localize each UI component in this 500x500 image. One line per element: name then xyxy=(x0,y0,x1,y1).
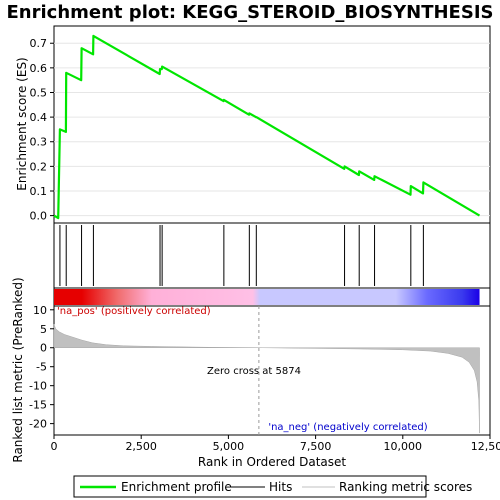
legend-enrichment-label: Enrichment profile xyxy=(121,480,232,494)
metric-y-tick-label-4: -10 xyxy=(29,380,47,393)
ranking-metric-fill xyxy=(53,324,480,434)
legend-hits-label: Hits xyxy=(269,480,292,494)
es-y-tick-label-5: 0.5 xyxy=(30,86,48,99)
es-y-tick-label-2: 0.2 xyxy=(30,160,48,173)
hits-panel xyxy=(53,222,491,289)
pos-annotation: 'na_pos' (positively correlated) xyxy=(57,306,211,317)
hit-lines xyxy=(59,225,424,286)
metric-y-axis-label: Ranked list metric (PreRanked) xyxy=(11,277,25,462)
metric-y-tick-label-0: 10 xyxy=(33,304,47,317)
gradient-color-bar xyxy=(54,289,480,305)
ranking-metric-area xyxy=(53,324,480,434)
metric-y-axis: 10 5 0 -5 -10 -15 -20 xyxy=(29,304,54,431)
x-tick-label-1: 2,500 xyxy=(125,440,157,453)
x-tick-label-3: 7,500 xyxy=(300,440,332,453)
legend-metric-label: Ranking metric scores xyxy=(339,480,472,494)
x-tick-label-0: 0 xyxy=(51,440,58,453)
zero-cross-annotation: Zero cross at 5874 xyxy=(207,366,301,377)
metric-panel xyxy=(53,305,491,436)
x-axis: 0 2,500 5,000 7,500 10,000 12,500 xyxy=(51,435,500,453)
es-y-tick-label-0: 0.0 xyxy=(30,210,48,223)
es-y-axis: 0.0 0.1 0.2 0.3 0.4 0.5 0.6 0.7 xyxy=(30,37,54,223)
metric-y-tick-label-6: -20 xyxy=(29,418,47,431)
es-y-tick-label-4: 0.4 xyxy=(30,111,48,124)
gradient-fill xyxy=(54,289,480,305)
x-axis-label: Rank in Ordered Dataset xyxy=(198,455,346,469)
enrichment-profile-line xyxy=(53,34,481,220)
x-tick-label-4: 10,000 xyxy=(384,440,423,453)
legend: Enrichment profile Hits Ranking metric s… xyxy=(73,475,472,498)
chart-title: Enrichment plot: KEGG_STEROID_BIOSYNTHES… xyxy=(7,2,494,23)
x-tick-label-5: 12,500 xyxy=(471,440,500,453)
es-y-tick-label-7: 0.7 xyxy=(30,37,48,50)
es-y-axis-label: Enrichment score (ES) xyxy=(15,57,29,190)
x-tick-label-2: 5,000 xyxy=(213,440,245,453)
es-y-tick-label-6: 0.6 xyxy=(30,62,48,75)
es-y-tick-label-1: 0.1 xyxy=(30,185,48,198)
es-y-tick-label-3: 0.3 xyxy=(30,136,48,149)
metric-y-tick-label-1: 5 xyxy=(40,323,47,336)
enrichment-profile-polyline xyxy=(53,34,481,220)
metric-y-tick-label-5: -15 xyxy=(29,399,47,412)
neg-annotation: 'na_neg' (negatively correlated) xyxy=(268,422,427,433)
metric-y-tick-label-2: 0 xyxy=(40,342,47,355)
es-grid xyxy=(54,42,490,217)
es-panel xyxy=(53,25,491,224)
metric-y-tick-label-3: -5 xyxy=(36,361,47,374)
